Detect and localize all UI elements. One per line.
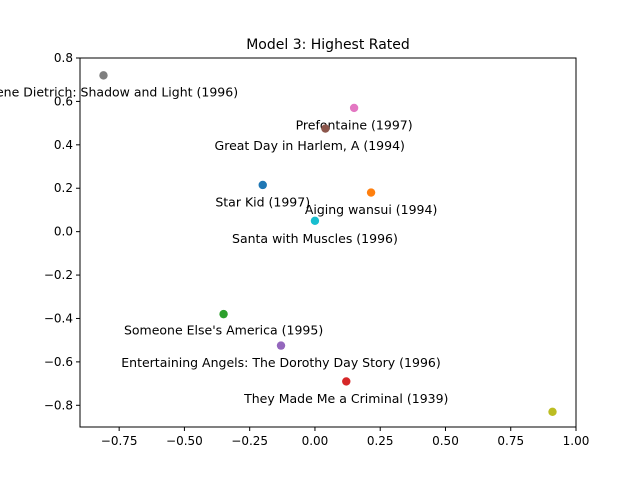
x-axis: −0.75 −0.50 −0.25 0.00 0.25 0.50 0.75 1.00: [101, 427, 590, 448]
point-annotation: Great Day in Harlem, A (1994): [215, 138, 405, 153]
scatter-point: [321, 124, 330, 133]
scatter-point: [310, 216, 320, 225]
y-tick-label: −0.4: [44, 311, 73, 325]
y-tick-label: 0.6: [54, 94, 73, 108]
scatter-point: [349, 103, 359, 113]
point-annotation: Aiging wansui (1994): [305, 202, 438, 217]
x-tick-label: 0.75: [497, 434, 524, 448]
x-tick-label: −0.50: [166, 434, 203, 448]
scatter-point: [258, 180, 267, 190]
y-tick-label: 0.8: [54, 51, 73, 65]
y-tick-label: −0.8: [44, 398, 73, 412]
scatter-point: [342, 377, 351, 386]
x-tick-label: 0.25: [367, 434, 394, 448]
point-annotation: Entertaining Angels: The Dorothy Day Sto…: [121, 355, 441, 370]
scatter-point: [548, 407, 557, 417]
point-layer: [99, 71, 557, 417]
y-tick-label: 0.4: [54, 138, 73, 152]
scatter-point: [219, 309, 228, 319]
x-tick-label: −0.75: [101, 434, 138, 448]
y-tick-label: −0.2: [44, 268, 73, 282]
scatter-point: [276, 341, 286, 350]
chart-title: Model 3: Highest Rated: [246, 37, 410, 53]
x-tick-label: 0.00: [302, 434, 329, 448]
plot-area-frame: [79, 57, 577, 428]
point-annotation: Someone Else's America (1995): [124, 322, 323, 337]
point-annotation: Star Kid (1997): [215, 194, 310, 209]
y-tick-label: 0.0: [54, 225, 73, 239]
scatter-point: [366, 188, 376, 197]
point-annotation: Prefontaine (1997): [296, 117, 413, 132]
y-tick-label: −0.6: [44, 355, 73, 369]
x-tick-label: 0.50: [432, 434, 459, 448]
point-annotation: Marlene Dietrich: Shadow and Light (1996…: [0, 85, 238, 100]
x-tick-label: 1.00: [563, 434, 590, 448]
y-axis: −0.8 −0.6 −0.4 −0.2 0.0 0.2 0.4 0.6 0.8: [44, 51, 80, 412]
x-tick-label: −0.25: [231, 434, 268, 448]
point-annotation: They Made Me a Criminal (1939): [243, 391, 448, 406]
y-tick-label: 0.2: [54, 181, 73, 195]
point-annotation: Santa with Muscles (1996): [232, 231, 398, 246]
scatter-point: [99, 71, 108, 80]
